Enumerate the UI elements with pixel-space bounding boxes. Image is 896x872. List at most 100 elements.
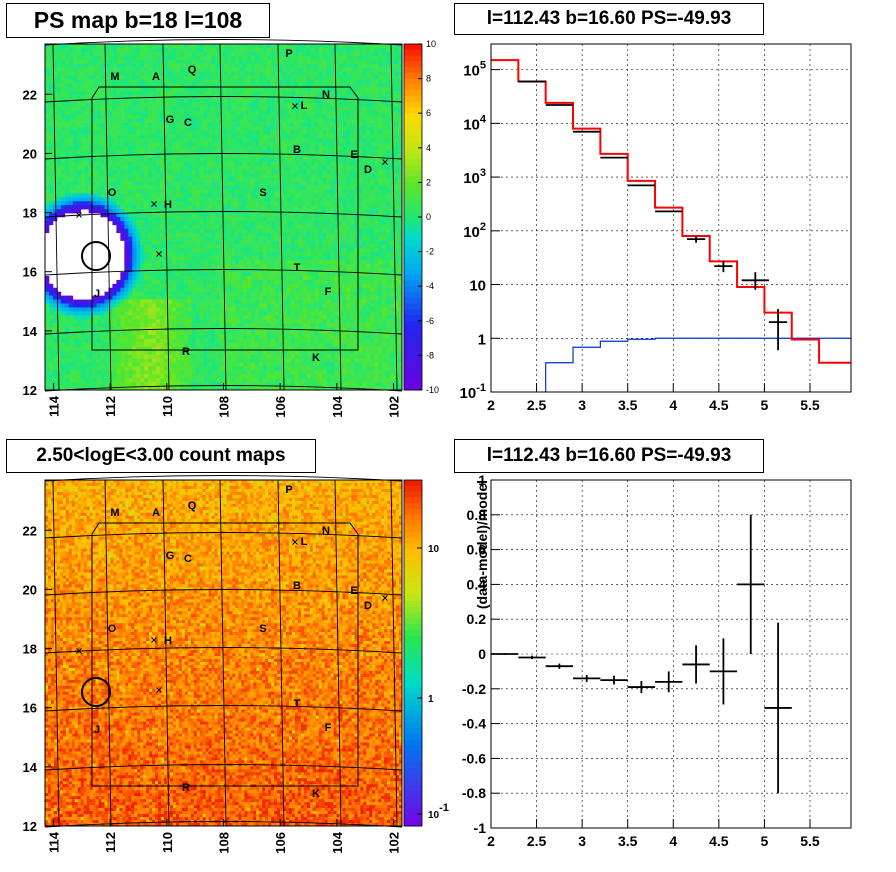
ps-map-pixel	[100, 213, 105, 218]
ps-map-pixel	[128, 217, 133, 222]
ps-map-pixel	[330, 161, 335, 167]
ps-map-pixel	[326, 169, 331, 175]
ps-map-pixel	[199, 106, 204, 112]
ps-map-pixel	[271, 240, 276, 245]
ps-map-pixel	[338, 146, 343, 151]
ps-map-pixel	[275, 75, 280, 80]
ps-map-pixel	[120, 71, 125, 76]
ps-map-pixel	[136, 99, 141, 104]
ps-map-pixel	[207, 189, 212, 194]
ps-map-pixel	[45, 228, 50, 234]
ps-map-pixel	[330, 114, 335, 119]
ps-map-pixel	[195, 177, 200, 182]
ps-map-pixel	[354, 169, 359, 175]
ps-map-pixel	[179, 91, 185, 96]
ps-map-pixel	[275, 252, 280, 257]
ps-map-pixel	[124, 134, 129, 139]
ps-map-pixel	[247, 71, 252, 76]
ps-map-pixel	[350, 63, 355, 68]
ps-map-pixel	[175, 232, 181, 237]
ps-map-pixel	[88, 130, 93, 135]
ps-map-pixel	[195, 91, 200, 96]
ps-map-pixel	[283, 169, 288, 175]
ps-map-pixel	[199, 244, 204, 249]
ps-map-pixel	[215, 240, 220, 245]
ps-map-pixel	[239, 217, 244, 222]
ps-map-pixel	[100, 71, 105, 76]
ps-map-pixel	[211, 201, 216, 206]
ps-map-pixel	[215, 220, 220, 226]
ps-map-pixel	[354, 51, 359, 57]
ps-map-pixel	[255, 217, 260, 222]
ps-map-pixel	[358, 161, 363, 167]
ps-map-pixel	[144, 201, 149, 206]
ps-map-pixel	[283, 150, 288, 155]
ps-map-pixel	[255, 158, 260, 163]
ps-map-pixel	[171, 185, 177, 190]
ps-map-pixel	[342, 102, 347, 108]
ps-map-pixel	[394, 44, 399, 49]
ps-map-pixel	[370, 95, 375, 100]
ps-map-pixel	[120, 189, 125, 194]
ps-map-pixel	[128, 256, 133, 261]
ps-map-pixel	[354, 209, 359, 214]
ps-map-pixel	[231, 118, 236, 123]
ps-map-pixel	[310, 150, 316, 155]
ps-map-pixel	[370, 169, 375, 175]
ps-map-pixel	[112, 87, 117, 92]
ps-map-pixel	[227, 165, 232, 171]
ps-map-pixel	[128, 224, 133, 230]
ps-map-pixel	[48, 126, 54, 131]
ps-map-pixel	[124, 99, 129, 104]
ps-map-pixel	[80, 106, 85, 112]
ps-map-pixel	[243, 213, 248, 218]
ps-map-pixel	[362, 224, 367, 230]
ps-map-pixel	[45, 154, 50, 159]
ps-map-pixel	[199, 102, 204, 108]
ps-map-pixel	[68, 130, 74, 135]
ps-map-pixel	[171, 205, 177, 210]
ps-map-pixel	[235, 240, 240, 245]
ps-map-pixel	[124, 122, 129, 127]
ps-map-pixel	[314, 142, 319, 147]
ps-map-pixel	[68, 197, 74, 202]
ps-map-pixel	[183, 193, 189, 198]
ps-map-pixel	[179, 154, 185, 159]
ps-map-pixel	[132, 146, 137, 151]
ps-map-pixel	[247, 118, 252, 123]
ps-map-pixel	[112, 205, 117, 210]
ps-map-pixel	[104, 91, 109, 96]
ps-map-pixel	[314, 67, 319, 72]
ps-map-pixel	[124, 83, 129, 88]
ps-map-pixel	[116, 150, 121, 155]
ps-map-pixel	[294, 110, 300, 116]
ps-map-pixel	[286, 102, 292, 108]
ps-map-pixel	[247, 67, 252, 72]
ps-map-pixel	[374, 220, 379, 226]
ps-map-pixel	[132, 79, 137, 84]
ps-map-pixel	[358, 59, 363, 64]
ps-map-pixel	[330, 193, 335, 198]
ps-map-pixel	[302, 256, 308, 261]
ps-map-pixel	[279, 169, 284, 175]
ps-map-pixel	[116, 130, 121, 135]
ps-map-pixel	[398, 154, 403, 159]
ps-map-pixel	[148, 260, 153, 265]
ps-map-pixel	[286, 193, 292, 198]
ps-map-pixel	[64, 161, 70, 167]
ps-map-pixel	[76, 142, 81, 147]
ps-map-pixel	[108, 79, 113, 84]
ps-map-pixel	[231, 102, 236, 108]
ps-map-pixel	[231, 134, 236, 139]
ps-map-pixel	[171, 87, 177, 92]
ps-map-pixel	[386, 193, 391, 198]
ps-map-pixel	[144, 248, 149, 253]
ps-map-pixel	[306, 142, 312, 147]
ps-map-pixel	[171, 244, 177, 249]
ps-map-pixel	[239, 79, 244, 84]
ps-map-pixel	[60, 87, 66, 92]
ps-map-pixel	[298, 158, 304, 163]
ps-map-pixel	[290, 232, 296, 237]
ps-map-pixel	[215, 224, 220, 230]
ps-map-pixel	[167, 158, 173, 163]
